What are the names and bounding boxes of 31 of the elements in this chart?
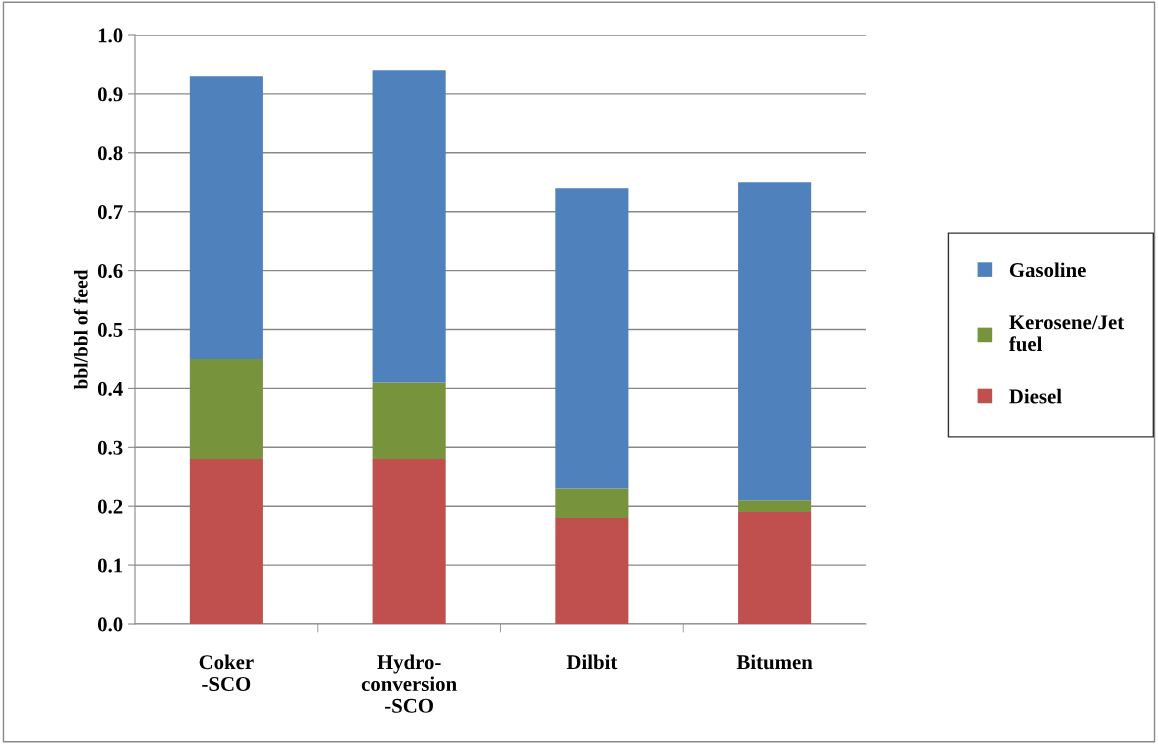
x-tick-label: Bitumen (736, 654, 813, 670)
y-tick-label: 0.0 (97, 617, 123, 632)
y-tick-label: 0.9 (97, 87, 123, 102)
y-tick-label: 0.6 (97, 263, 123, 279)
bar (738, 512, 812, 624)
bar (189, 76, 263, 359)
bar (189, 459, 263, 624)
y-axis-title: bbl/bbl of feed (73, 269, 88, 390)
bar (372, 382, 446, 460)
bar (738, 500, 812, 513)
x-tick-label: Coker -SCO (199, 654, 254, 691)
y-tick-label: 0.8 (97, 146, 123, 161)
x-tick-label: Dilbit (566, 654, 618, 670)
legend-label: Kerosene/Jet fuel (1008, 315, 1125, 352)
y-tick-label: 0.3 (97, 440, 123, 455)
legend-label: Gasoline (1009, 262, 1086, 278)
bar (189, 358, 263, 460)
y-tick-label: 0.7 (97, 205, 123, 220)
y-tick-label: 1.0 (98, 28, 123, 43)
legend-label: Diesel (1009, 388, 1062, 404)
x-tick-label: Hydro- conversion -SCO (361, 654, 457, 713)
bar (372, 70, 446, 383)
y-tick-label: 0.4 (97, 381, 123, 396)
y-tick-label: 0.1 (97, 558, 123, 573)
bar (372, 459, 446, 624)
bar (555, 188, 629, 489)
y-tick-label: 0.2 (97, 499, 123, 514)
bar (555, 488, 629, 518)
y-tick-label: 0.5 (97, 322, 123, 338)
bar (555, 517, 629, 624)
bar (738, 182, 812, 501)
